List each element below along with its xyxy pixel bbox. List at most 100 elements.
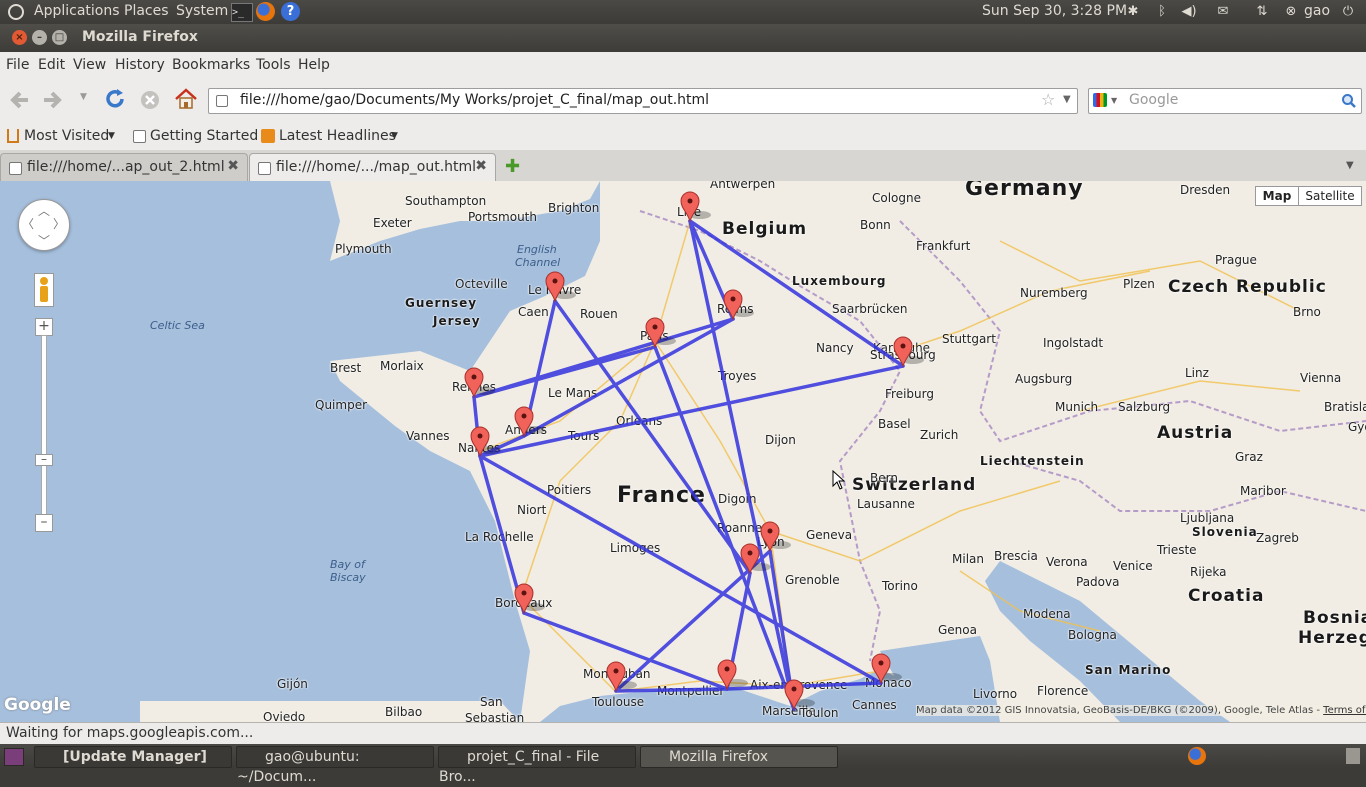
mail-icon[interactable]: ✉ bbox=[1217, 4, 1229, 19]
help-launcher-icon[interactable]: ? bbox=[281, 2, 300, 21]
minimize-window-icon[interactable]: – bbox=[32, 30, 47, 45]
map-marker-pin-icon[interactable] bbox=[680, 191, 711, 223]
task-firefox[interactable]: Mozilla Firefox bbox=[640, 746, 838, 768]
google-logo[interactable]: Google bbox=[4, 695, 71, 715]
bluetooth-icon[interactable]: ᛒ bbox=[1158, 4, 1166, 19]
window-title: Mozilla Firefox bbox=[82, 29, 198, 45]
tab-label[interactable]: file:///home/.../map_out.html bbox=[276, 159, 477, 175]
google-map[interactable]: Germany Belgium Luxembourg Czech Republic Au… bbox=[0, 181, 1366, 722]
map-marker-pin-icon[interactable] bbox=[645, 317, 676, 349]
search-icon[interactable] bbox=[1341, 93, 1357, 109]
system-menu[interactable]: System bbox=[176, 3, 229, 19]
pan-right-icon[interactable]: 〉 bbox=[53, 217, 66, 231]
user-status-icon[interactable]: ⊗ bbox=[1285, 4, 1297, 19]
zoom-slider-handle[interactable]: – bbox=[35, 453, 53, 466]
tray-firefox-icon[interactable] bbox=[1188, 747, 1206, 765]
map-canvas[interactable] bbox=[0, 181, 1366, 722]
city-label: Rouen bbox=[580, 307, 618, 321]
reload-icon[interactable] bbox=[103, 87, 127, 111]
menu-history[interactable]: History bbox=[115, 57, 165, 73]
pan-down-icon[interactable]: ﹀ bbox=[38, 234, 51, 248]
volume-icon[interactable]: ◀) bbox=[1181, 4, 1197, 19]
city-label: Toulon bbox=[800, 706, 839, 720]
ligurian-sea bbox=[880, 636, 1000, 722]
power-icon[interactable]: ⏻ bbox=[1342, 4, 1354, 19]
menu-bookmarks[interactable]: Bookmarks bbox=[172, 57, 251, 73]
list-all-tabs-icon[interactable]: ▼ bbox=[1346, 160, 1354, 171]
pan-left-icon[interactable]: 〈 bbox=[22, 217, 35, 231]
ubuntu-logo-icon[interactable] bbox=[8, 4, 24, 20]
zoom-slider-track[interactable] bbox=[41, 335, 47, 517]
map-marker-pin-icon[interactable] bbox=[760, 521, 791, 553]
firefox-launcher-icon[interactable] bbox=[256, 2, 275, 21]
new-tab-icon[interactable]: ✚ bbox=[505, 156, 521, 177]
places-menu[interactable]: Places bbox=[124, 3, 169, 19]
map-marker-pin-icon[interactable] bbox=[545, 271, 576, 303]
zoom-out-button[interactable]: – bbox=[35, 514, 53, 532]
menu-file[interactable]: File bbox=[6, 57, 30, 73]
task-terminal[interactable]: gao@ubuntu: ~/Docum... bbox=[236, 746, 434, 785]
map-marker-pin-icon[interactable] bbox=[871, 653, 902, 685]
street-view-pegman-icon[interactable] bbox=[34, 273, 54, 307]
menu-tools[interactable]: Tools bbox=[256, 57, 291, 73]
close-tab-icon[interactable]: ✖ bbox=[475, 158, 487, 174]
map-type-satellite-button[interactable]: Satellite bbox=[1298, 186, 1362, 206]
close-tab-icon[interactable]: ✖ bbox=[227, 158, 239, 174]
map-marker-pin-icon[interactable] bbox=[606, 661, 637, 693]
url-dropdown-icon[interactable]: ▼ bbox=[1063, 94, 1071, 105]
map-type-map-button[interactable]: Map bbox=[1255, 186, 1299, 206]
menu-edit[interactable]: Edit bbox=[38, 57, 66, 73]
city-label: Zagreb bbox=[1256, 531, 1299, 545]
tab-label[interactable]: file:///home/...ap_out_2.html bbox=[27, 159, 225, 175]
applications-menu[interactable]: Applications bbox=[34, 3, 120, 19]
menu-view[interactable]: View bbox=[73, 57, 107, 73]
window-titlebar[interactable]: × – □ Mozilla Firefox bbox=[0, 24, 1366, 52]
stop-icon[interactable] bbox=[138, 88, 162, 112]
back-icon[interactable] bbox=[6, 88, 32, 112]
transfer-icon[interactable]: ⇅ bbox=[1256, 4, 1268, 19]
map-marker-pin-icon[interactable] bbox=[723, 289, 754, 321]
terms-of-use-link[interactable]: Terms of Use bbox=[1323, 705, 1366, 716]
latest-headlines-dropdown-icon[interactable]: ▼ bbox=[391, 131, 398, 141]
map-marker-pin-icon[interactable] bbox=[740, 543, 771, 575]
search-engine-dropdown-icon[interactable]: ▼ bbox=[1111, 96, 1118, 105]
forward-icon[interactable] bbox=[40, 88, 66, 112]
task-file-browser[interactable]: projet_C_final - File Bro... bbox=[438, 746, 636, 785]
menu-help[interactable]: Help bbox=[298, 57, 330, 73]
pan-up-icon[interactable]: ︿ bbox=[38, 204, 51, 218]
search-engine-icon[interactable] bbox=[1093, 93, 1107, 107]
search-placeholder[interactable]: Google bbox=[1129, 92, 1179, 108]
most-visited-dropdown-icon[interactable]: ▼ bbox=[108, 131, 115, 141]
tab-map-out-2[interactable]: file:///home/...ap_out_2.html ✖ bbox=[0, 153, 248, 182]
map-marker-pin-icon[interactable] bbox=[514, 583, 545, 615]
zoom-in-button[interactable]: + bbox=[35, 318, 53, 336]
clock[interactable]: Sun Sep 30, 3:28 PM bbox=[982, 3, 1128, 19]
bookmark-most-visited[interactable]: Most Visited bbox=[24, 128, 110, 144]
history-dropdown-icon[interactable]: ▼ bbox=[80, 92, 87, 102]
trash-icon[interactable] bbox=[1346, 748, 1360, 764]
tab-map-out[interactable]: file:///home/.../map_out.html ✖ bbox=[249, 153, 496, 182]
home-icon[interactable] bbox=[173, 87, 199, 111]
url-bar[interactable]: file:///home/gao/Documents/My Works/proj… bbox=[208, 88, 1078, 114]
pan-control[interactable]: ︿ ﹀ 〈 〉 bbox=[18, 199, 70, 251]
map-marker-pin-icon[interactable] bbox=[717, 659, 748, 691]
url-text[interactable]: file:///home/gao/Documents/My Works/proj… bbox=[240, 92, 710, 108]
terminal-launcher-icon[interactable]: >_ bbox=[231, 3, 253, 22]
task-update-manager[interactable]: [Update Manager] bbox=[34, 746, 232, 768]
show-desktop-icon[interactable] bbox=[4, 748, 24, 766]
map-marker-pin-icon[interactable] bbox=[470, 426, 501, 458]
page-identity-icon[interactable] bbox=[216, 95, 228, 107]
map-marker-pin-icon[interactable] bbox=[514, 406, 545, 438]
close-window-icon[interactable]: × bbox=[12, 30, 27, 45]
maximize-window-icon[interactable]: □ bbox=[52, 30, 67, 45]
rss-feed-icon bbox=[261, 129, 275, 143]
map-marker-pin-icon[interactable] bbox=[893, 336, 924, 368]
bookmark-star-icon[interactable]: ☆ bbox=[1041, 90, 1056, 109]
network-tray-icon[interactable]: ✱ bbox=[1127, 4, 1139, 19]
bookmark-getting-started[interactable]: Getting Started bbox=[150, 128, 259, 144]
map-marker-pin-icon[interactable] bbox=[464, 367, 495, 399]
search-bar[interactable]: ▼ Google bbox=[1088, 88, 1362, 114]
map-marker-pin-icon[interactable] bbox=[784, 679, 815, 711]
bookmark-latest-headlines[interactable]: Latest Headlines bbox=[279, 128, 396, 144]
user-name[interactable]: gao bbox=[1304, 3, 1331, 19]
